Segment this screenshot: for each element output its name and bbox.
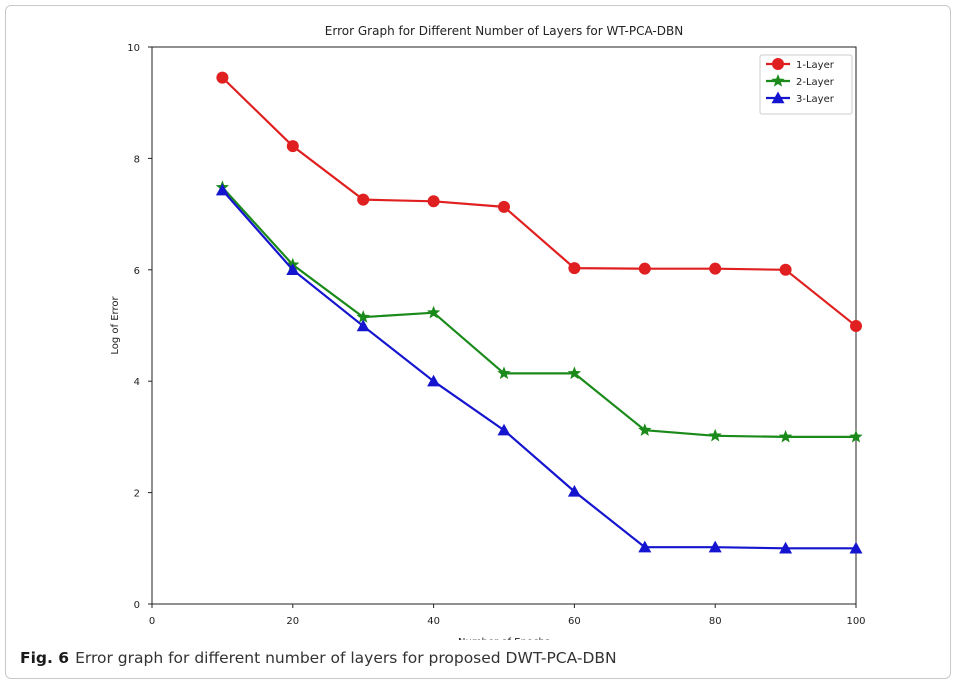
- data-point-3-layer: [567, 484, 581, 497]
- legend-label-2-layer: 2-Layer: [796, 77, 835, 88]
- figure-frame: [5, 5, 951, 679]
- data-point-1-layer: [357, 193, 370, 206]
- y-axis-label: Log of Error: [110, 295, 121, 354]
- plot-frame: [151, 46, 857, 605]
- y-tick-label: 4: [134, 377, 140, 388]
- x-axis-label: Number of Epochs: [458, 637, 550, 640]
- data-point-2-layer: [708, 428, 722, 442]
- data-point-3-layer: [708, 540, 722, 553]
- x-tick-label: 80: [709, 616, 722, 627]
- x-tick-label: 60: [568, 616, 581, 627]
- data-point-3-layer: [849, 541, 863, 554]
- data-point-1-layer: [568, 262, 581, 275]
- line-chart: Error Graph for Different Number of Laye…: [110, 24, 866, 640]
- data-point-3-layer: [638, 540, 652, 553]
- data-point-1-layer: [286, 140, 299, 153]
- data-point-2-layer: [778, 429, 793, 443]
- x-tick-label: 40: [427, 616, 440, 627]
- data-point-1-layer: [427, 195, 440, 208]
- data-point-3-layer: [427, 374, 441, 387]
- y-tick-label: 2: [134, 489, 140, 500]
- data-point-2-layer: [567, 366, 582, 380]
- legend-marker-2-layer: [771, 74, 785, 87]
- data-point-2-layer: [426, 305, 441, 319]
- data-point-3-layer: [497, 423, 511, 436]
- series-line-3-layer: [221, 189, 856, 550]
- data-point-1-layer: [638, 262, 651, 275]
- data-point-2-layer: [849, 429, 863, 443]
- data-point-2-layer: [497, 366, 511, 380]
- figure-caption: Fig. 6 Error graph for different number o…: [20, 649, 617, 667]
- data-point-1-layer: [498, 200, 510, 213]
- y-tick-label: 8: [134, 154, 140, 165]
- data-point-1-layer: [216, 71, 229, 84]
- series-line-1-layer: [221, 76, 857, 327]
- caption-text: Error graph for different number of laye…: [75, 649, 617, 667]
- data-point-1-layer: [779, 263, 792, 276]
- legend-label-1-layer: 1-Layer: [796, 60, 835, 71]
- y-tick-label: 0: [134, 600, 140, 611]
- chart-title: Error Graph for Different Number of Laye…: [325, 24, 683, 38]
- figure-label: Fig. 6: [20, 649, 70, 667]
- y-tick-label: 6: [134, 266, 140, 277]
- legend-label-3-layer: 3-Layer: [796, 94, 835, 105]
- data-point-1-layer: [850, 320, 862, 333]
- legend-marker-3-layer: [771, 91, 785, 104]
- data-point-3-layer: [356, 319, 370, 332]
- data-point-1-layer: [709, 262, 722, 275]
- legend-marker-1-layer: [772, 58, 784, 70]
- data-point-3-layer: [286, 263, 300, 275]
- y-tick-label: 10: [127, 43, 140, 54]
- data-point-2-layer: [356, 310, 370, 323]
- x-tick-label: 20: [286, 616, 299, 627]
- data-point-2-layer: [638, 423, 652, 436]
- legend-box: [759, 54, 853, 115]
- data-point-3-layer: [215, 183, 229, 196]
- x-tick-label: 0: [149, 616, 155, 627]
- series-line-2-layer: [221, 186, 856, 438]
- data-point-3-layer: [779, 541, 793, 554]
- x-tick-label: 100: [846, 616, 865, 627]
